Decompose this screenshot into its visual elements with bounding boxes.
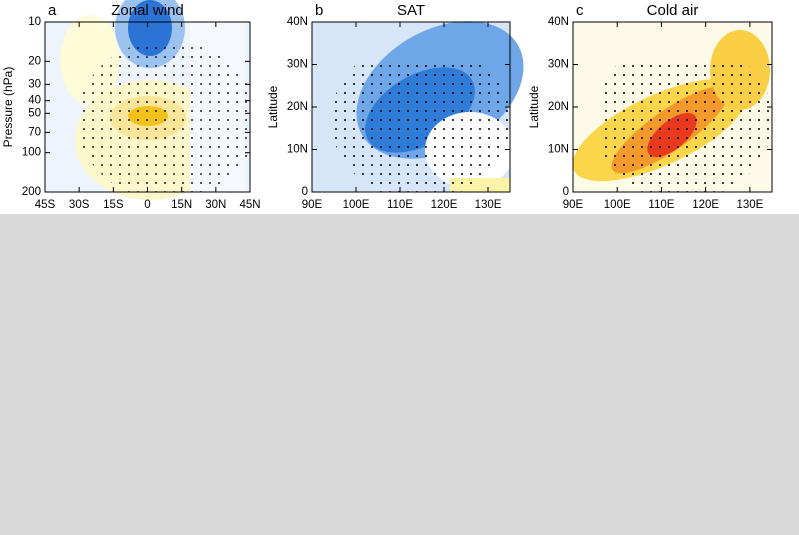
x-tick-label: 120E: [431, 199, 458, 211]
x-tick-label: 130E: [736, 199, 763, 211]
x-tick-label: 15N: [171, 199, 192, 211]
x-tick-label: 110E: [648, 199, 674, 211]
blank-area: [0, 214, 799, 535]
y-tick-label: 10N: [287, 144, 308, 156]
y-tick-label: 70: [28, 126, 41, 138]
shading: [600, 60, 772, 192]
x-tick-label: 45S: [35, 199, 56, 211]
y-axis-label: Latitude: [527, 85, 541, 128]
y-tick-label: 200: [22, 186, 41, 198]
panel-title: Cold air: [647, 2, 699, 19]
y-tick-label: 0: [302, 186, 308, 198]
y-axis-label: Pressure (hPa): [1, 67, 15, 148]
y-tick-label: 0: [563, 186, 569, 198]
y-tick-label: 10N: [548, 144, 569, 156]
y-tick-label: 30: [28, 78, 41, 90]
y-tick-label: 20N: [287, 101, 308, 113]
panel: 90E 100E 110E 120E 130E 0 10N 20N 30N 40N c Cold ai…: [527, 2, 773, 226]
x-tick-label: 90E: [302, 199, 323, 211]
panel-label: a: [48, 2, 57, 19]
y-tick-label: 40: [28, 95, 41, 107]
y-tick-label: 20N: [548, 101, 569, 113]
x-tick-label: 110E: [387, 199, 413, 211]
x-tick-label: 120E: [692, 199, 719, 211]
panel-title: SAT: [397, 2, 425, 19]
panel-label: c: [576, 2, 584, 19]
panel: 90E 100E 110E 120E 130E 0 10N 20N 30N 40N b SAT Lati…: [266, 2, 524, 226]
y-tick-label: 40N: [548, 16, 569, 28]
y-tick-label: 30N: [548, 59, 569, 71]
x-tick-label: 0: [144, 199, 150, 211]
x-tick-label: 15S: [103, 199, 124, 211]
y-tick-label: 20: [28, 55, 41, 67]
x-tick-label: 45N: [239, 199, 260, 211]
x-tick-label: 90E: [563, 199, 584, 211]
y-tick-label: 50: [28, 107, 41, 119]
panel-label: b: [315, 2, 323, 19]
y-tick-label: 10: [28, 16, 41, 28]
shading: [77, 40, 250, 192]
shading: [331, 60, 510, 192]
y-tick-label: 100: [22, 147, 41, 159]
x-tick-label: 130E: [475, 199, 502, 211]
x-tick-label: 100E: [343, 199, 370, 211]
panel-title: Zonal wind: [111, 2, 184, 19]
x-tick-label: 30S: [69, 199, 90, 211]
y-tick-label: 30N: [287, 59, 308, 71]
y-tick-label: 40N: [287, 16, 308, 28]
x-tick-label: 100E: [604, 199, 631, 211]
y-axis-label: Latitude: [266, 85, 280, 128]
x-tick-label: 30N: [205, 199, 226, 211]
